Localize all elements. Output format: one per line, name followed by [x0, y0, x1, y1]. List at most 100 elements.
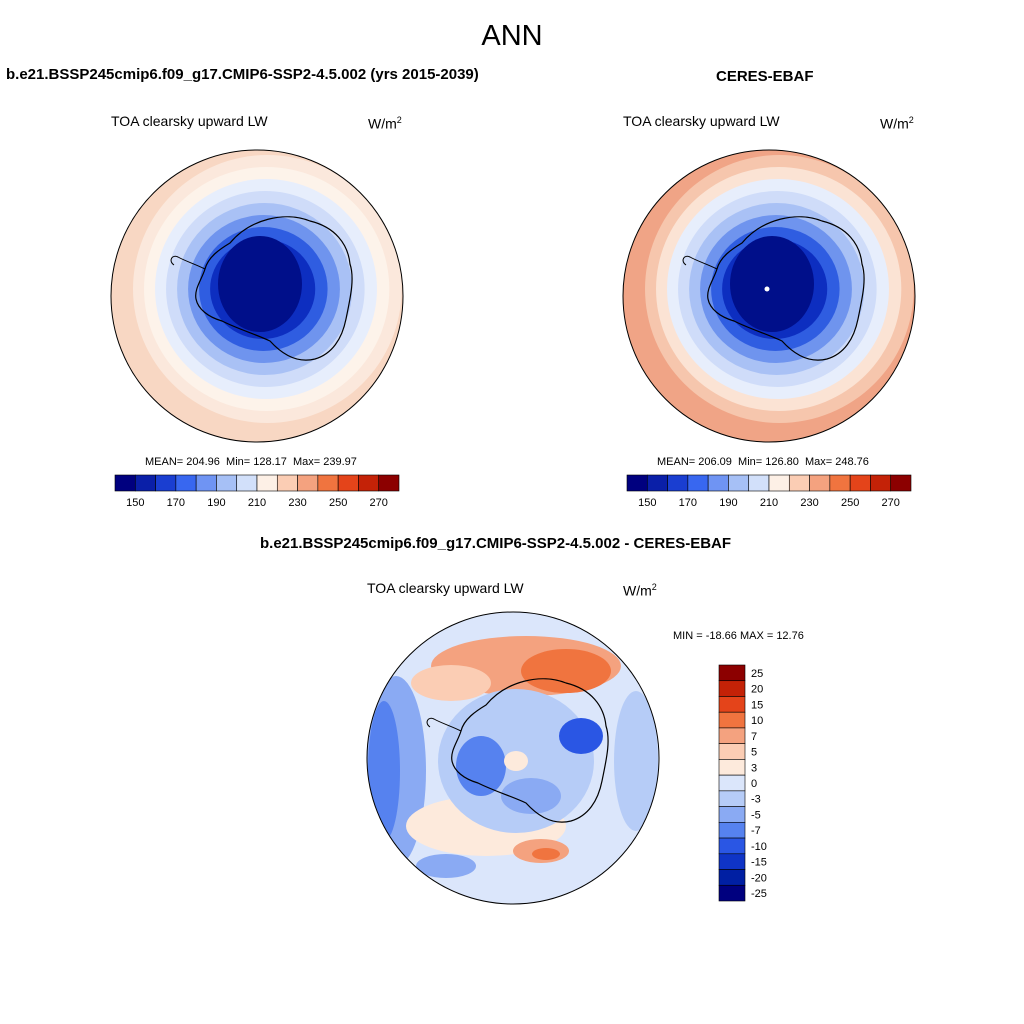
- panel1-map-border: [110, 149, 404, 443]
- colorbar1-swatch: [358, 474, 380, 492]
- colorbar1-swatch: [155, 474, 177, 492]
- diff-colorbar-swatch: [718, 837, 746, 855]
- panel2-map-border: [622, 149, 916, 443]
- diff-peninsula-coastline: [426, 717, 462, 732]
- colorbar2-tick-label: 150: [638, 497, 656, 509]
- diff-colorbar-tick-label: -20: [751, 872, 767, 884]
- panel1-units: W/m2: [368, 115, 402, 132]
- diff-colorbar-tick-label: -7: [751, 825, 761, 837]
- panel2-colorbar: 150170190210230250270290: [626, 474, 912, 509]
- colorbar2-tick-label: 250: [841, 497, 859, 509]
- colorbar2-tick-label: 190: [719, 497, 737, 509]
- colorbar2-swatch: [646, 474, 668, 492]
- diff-colorbar-swatch: [718, 743, 746, 760]
- panel2-title: CERES-EBAF: [716, 68, 814, 85]
- colorbar2-swatch: [870, 474, 892, 492]
- colorbar2-swatch: [667, 474, 689, 492]
- colorbar2-swatch: [788, 474, 810, 492]
- diff-colorbar-tick-label: 20: [751, 684, 763, 696]
- diff-colorbar-swatch: [718, 790, 746, 807]
- diff-contour-fill: [367, 612, 659, 904]
- colorbar1-swatch: [216, 474, 238, 492]
- diff-colorbar-swatch: [718, 711, 746, 729]
- diff-map-border: [366, 611, 660, 905]
- colorbar2-swatch: [626, 474, 648, 492]
- panel1-map: [110, 149, 404, 443]
- diff-colorbar-swatch: [718, 680, 746, 697]
- colorbar2-swatch: [890, 474, 912, 492]
- panel1-fill-core: [218, 236, 302, 332]
- panel1-title: b.e21.BSSP245cmip6.f09_g17.CMIP6-SSP2-4.…: [6, 66, 479, 83]
- colorbar2-tick-label: 270: [882, 497, 900, 509]
- diff-colorbar-tick-label: 15: [751, 699, 763, 711]
- diff-colorbar-tick-label: 10: [751, 715, 763, 727]
- panel2-contour-fill: [623, 150, 915, 442]
- colorbar2-swatch: [768, 474, 790, 492]
- colorbar1-swatch: [297, 474, 319, 492]
- diff-map: [366, 611, 660, 905]
- colorbar1-tick-label: 170: [167, 497, 185, 509]
- diff-colorbar-swatch: [718, 696, 746, 713]
- colorbar2-swatch: [748, 474, 770, 492]
- colorbar1-swatch: [175, 474, 197, 492]
- colorbar1-tick-label: 270: [370, 497, 388, 509]
- colorbar1-tick-label: 210: [248, 497, 266, 509]
- colorbar2-swatch: [687, 474, 709, 492]
- diff-colorbar-tick-label: -3: [751, 794, 761, 806]
- panel2-field-label: TOA clearsky upward LW: [623, 113, 780, 129]
- diff-colorbar-swatch: [718, 727, 746, 744]
- colorbar2-swatch: [728, 474, 750, 492]
- diff-colorbar-tick-label: 7: [751, 731, 757, 743]
- colorbar1-swatch: [256, 474, 278, 492]
- diff-colorbar-tick-label: -25: [751, 888, 767, 900]
- diff-colorbar-tick-label: -15: [751, 857, 767, 869]
- panel2-stats: MEAN= 206.09 Min= 126.80 Max= 248.76: [657, 456, 869, 468]
- colorbar2-swatch: [809, 474, 831, 492]
- panel2-map: [622, 149, 916, 443]
- diff-colorbar-tick-label: 5: [751, 747, 757, 759]
- colorbar2-swatch: [829, 474, 851, 492]
- panel1-stats: MEAN= 204.96 Min= 128.17 Max= 239.97: [145, 456, 357, 468]
- colorbar2-swatch: [707, 474, 729, 492]
- colorbar1-swatch: [134, 474, 156, 492]
- diff-colorbar-swatch: [718, 806, 746, 823]
- panel1-peninsula-coastline: [170, 255, 206, 270]
- colorbar1-swatch: [337, 474, 359, 492]
- diff-colorbar-tick-label: 25: [751, 668, 763, 680]
- diff-units: W/m2: [623, 582, 657, 599]
- panel1-colorbar: 150170190210230250270290: [114, 474, 400, 509]
- diff-colorbar-swatch: [718, 774, 746, 792]
- colorbar2-tick-label: 170: [679, 497, 697, 509]
- colorbar1-swatch: [236, 474, 258, 492]
- diff-field-label: TOA clearsky upward LW: [367, 580, 524, 596]
- diff-minmax: MIN = -18.66 MAX = 12.76: [673, 630, 804, 642]
- colorbar1-swatch: [276, 474, 298, 492]
- diff-colorbar-tick-label: 0: [751, 778, 757, 790]
- panel2-peninsula-coastline: [682, 255, 718, 270]
- diff-panel-title: b.e21.BSSP245cmip6.f09_g17.CMIP6-SSP2-4.…: [260, 535, 732, 552]
- diff-colorbar-swatch: [718, 822, 746, 839]
- diff-colorbar-tick-label: -5: [751, 809, 761, 821]
- diff-colorbar-swatch: [718, 664, 746, 682]
- diff-colorbar-swatch: [718, 853, 746, 870]
- figure-title: ANN: [481, 20, 543, 52]
- colorbar1-tick-label: 150: [126, 497, 144, 509]
- diff-colorbar-swatch: [718, 869, 746, 886]
- colorbar1-tick-label: 250: [329, 497, 347, 509]
- panel2-antarctica-coastline: [707, 216, 865, 361]
- colorbar1-swatch: [114, 474, 136, 492]
- colorbar1-swatch: [317, 474, 339, 492]
- panel2-units: W/m2: [880, 115, 914, 132]
- diff-antarctica-coastline: [451, 678, 609, 823]
- colorbar1-swatch: [195, 474, 217, 492]
- diff-colorbar-swatch: [718, 884, 746, 902]
- diff-colorbar: 25 20 15 10 7 5 3 0 -3 -5 -7 -10 -15 -20 -25: [718, 664, 767, 902]
- colorbar2-tick-label: 230: [800, 497, 818, 509]
- panel2-fill-core: [730, 236, 814, 332]
- colorbar2-tick-label: 210: [760, 497, 778, 509]
- colorbar1-tick-label: 230: [288, 497, 306, 509]
- panel2-missing-point: [764, 286, 770, 292]
- colorbar1-tick-label: 190: [207, 497, 225, 509]
- diff-colorbar-swatch: [718, 759, 746, 776]
- diff-colorbar-tick-label: 3: [751, 762, 757, 774]
